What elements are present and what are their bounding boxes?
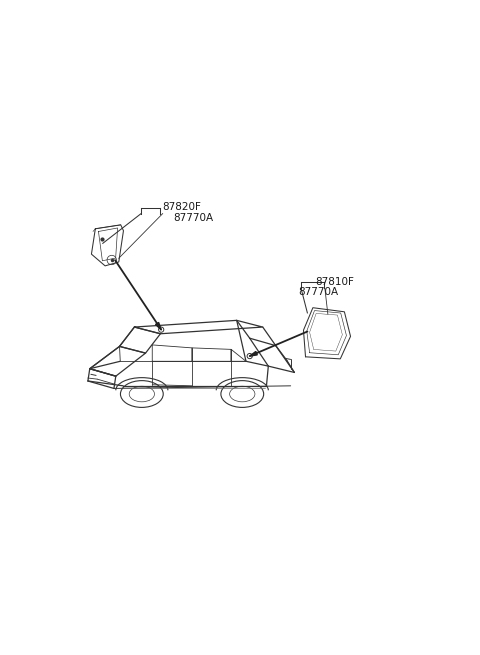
Polygon shape bbox=[156, 322, 161, 329]
Polygon shape bbox=[250, 352, 257, 356]
Text: 87820F: 87820F bbox=[162, 202, 201, 212]
Text: 87770A: 87770A bbox=[298, 286, 338, 297]
Text: 87770A: 87770A bbox=[173, 213, 214, 223]
Text: 87810F: 87810F bbox=[315, 277, 354, 287]
